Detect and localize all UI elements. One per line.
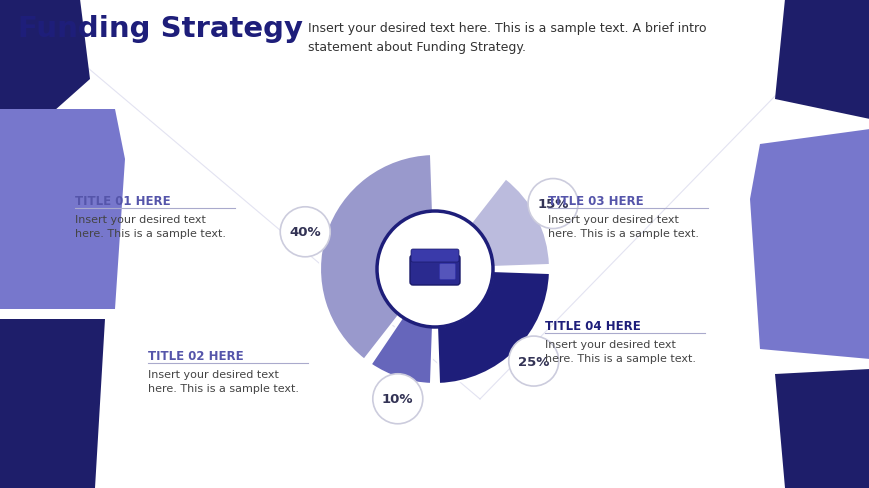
Wedge shape — [470, 179, 549, 267]
Text: 25%: 25% — [517, 355, 549, 368]
Text: Insert your desired text
here. This is a sample text.: Insert your desired text here. This is a… — [544, 339, 695, 363]
Wedge shape — [370, 317, 433, 384]
Polygon shape — [0, 110, 125, 309]
Text: 15%: 15% — [537, 198, 568, 211]
Wedge shape — [320, 155, 433, 360]
Polygon shape — [0, 319, 105, 488]
Text: Insert your desired text
here. This is a sample text.: Insert your desired text here. This is a… — [148, 369, 299, 393]
Polygon shape — [749, 130, 869, 359]
Text: TITLE 01 HERE: TITLE 01 HERE — [75, 195, 170, 207]
Circle shape — [508, 336, 558, 386]
Text: Insert your desired text
here. This is a sample text.: Insert your desired text here. This is a… — [547, 215, 698, 239]
Polygon shape — [0, 0, 90, 160]
Text: 10%: 10% — [381, 392, 413, 406]
Circle shape — [527, 179, 577, 229]
Text: 40%: 40% — [289, 226, 321, 239]
Circle shape — [376, 212, 493, 327]
FancyBboxPatch shape — [409, 256, 460, 285]
Text: TITLE 03 HERE: TITLE 03 HERE — [547, 195, 643, 207]
Text: Insert your desired text
here. This is a sample text.: Insert your desired text here. This is a… — [75, 215, 226, 239]
Text: Insert your desired text here. This is a sample text. A brief intro
statement ab: Insert your desired text here. This is a… — [308, 22, 706, 54]
Wedge shape — [436, 271, 549, 384]
Text: TITLE 04 HERE: TITLE 04 HERE — [544, 319, 640, 332]
Polygon shape — [774, 369, 869, 488]
Polygon shape — [774, 0, 869, 120]
FancyBboxPatch shape — [439, 264, 455, 280]
Text: TITLE 02 HERE: TITLE 02 HERE — [148, 349, 243, 362]
Text: Funding Strategy: Funding Strategy — [18, 15, 302, 43]
Circle shape — [280, 207, 330, 257]
FancyBboxPatch shape — [410, 249, 459, 263]
Circle shape — [372, 374, 422, 424]
